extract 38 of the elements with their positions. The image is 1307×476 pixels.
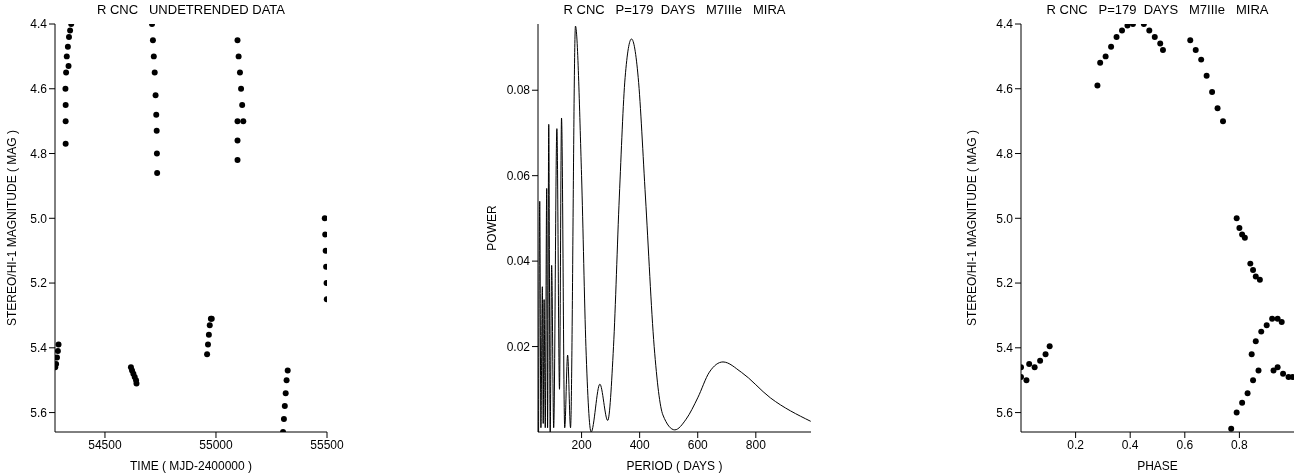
y-axis-title: POWER: [485, 205, 500, 251]
x-tick-label: 400: [629, 437, 650, 452]
y-tick-label: 0.08: [506, 83, 531, 98]
y-tick-label: 5.4: [996, 341, 1014, 356]
y-tick-label: 5.0: [996, 211, 1014, 226]
x-tick-label: 0.6: [1176, 437, 1194, 452]
x-tick-label: 200: [571, 437, 592, 452]
x-axis-title: PHASE: [1137, 459, 1178, 473]
chart-title: R CNC P=179 DAYS M7IIIe MIRA: [1045, 2, 1270, 17]
y-tick-label: 4.6: [30, 82, 48, 97]
x-axis-title: PERIOD ( DAYS ): [626, 459, 723, 473]
y-tick-label: 4.8: [996, 146, 1014, 161]
y-tick-label: 4.4: [30, 17, 48, 32]
y-axis-title: STEREO/HI-1 MAGNITUDE ( MAG ): [5, 129, 20, 327]
x-tick-label: 0.2: [1067, 437, 1085, 452]
y-tick-label: 4.6: [996, 82, 1014, 97]
x-tick-label: 0.8: [1231, 437, 1249, 452]
y-tick-label: 5.6: [996, 405, 1014, 420]
chart-title: R CNC UNDETRENDED DATA: [96, 2, 286, 17]
y-tick-label: 4.8: [30, 146, 48, 161]
x-tick-label: 55000: [199, 437, 233, 452]
y-tick-label: 0.04: [506, 254, 531, 269]
y-tick-label: 5.2: [996, 276, 1014, 291]
x-tick-label: 54500: [88, 437, 122, 452]
x-tick-label: 0.4: [1121, 437, 1139, 452]
y-tick-label: 5.2: [30, 276, 48, 291]
y-tick-label: 0.06: [506, 168, 531, 183]
y-tick-label: 5.0: [30, 211, 48, 226]
y-tick-label: 0.02: [506, 339, 531, 354]
y-tick-label: 5.6: [30, 405, 48, 420]
y-tick-label: 5.4: [30, 341, 48, 356]
chart-title: R CNC P=179 DAYS M7IIIe MIRA: [562, 2, 787, 17]
x-tick-label: 800: [745, 437, 767, 452]
x-tick-label: 55500: [310, 437, 345, 452]
y-tick-label: 4.4: [996, 17, 1014, 32]
y-axis-title: STEREO/HI-1 MAGNITUDE ( MAG ): [965, 129, 980, 327]
x-tick-label: 600: [687, 437, 709, 452]
x-axis-title: TIME ( MJD-2400000 ): [129, 459, 253, 473]
